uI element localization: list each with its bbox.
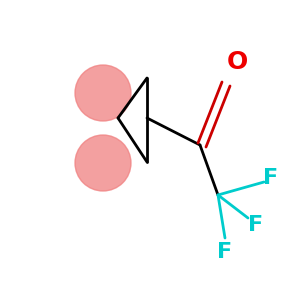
Text: F: F	[218, 242, 232, 262]
Text: F: F	[263, 168, 279, 188]
Circle shape	[75, 135, 131, 191]
Text: F: F	[248, 215, 264, 235]
Circle shape	[75, 65, 131, 121]
Text: O: O	[226, 50, 248, 74]
